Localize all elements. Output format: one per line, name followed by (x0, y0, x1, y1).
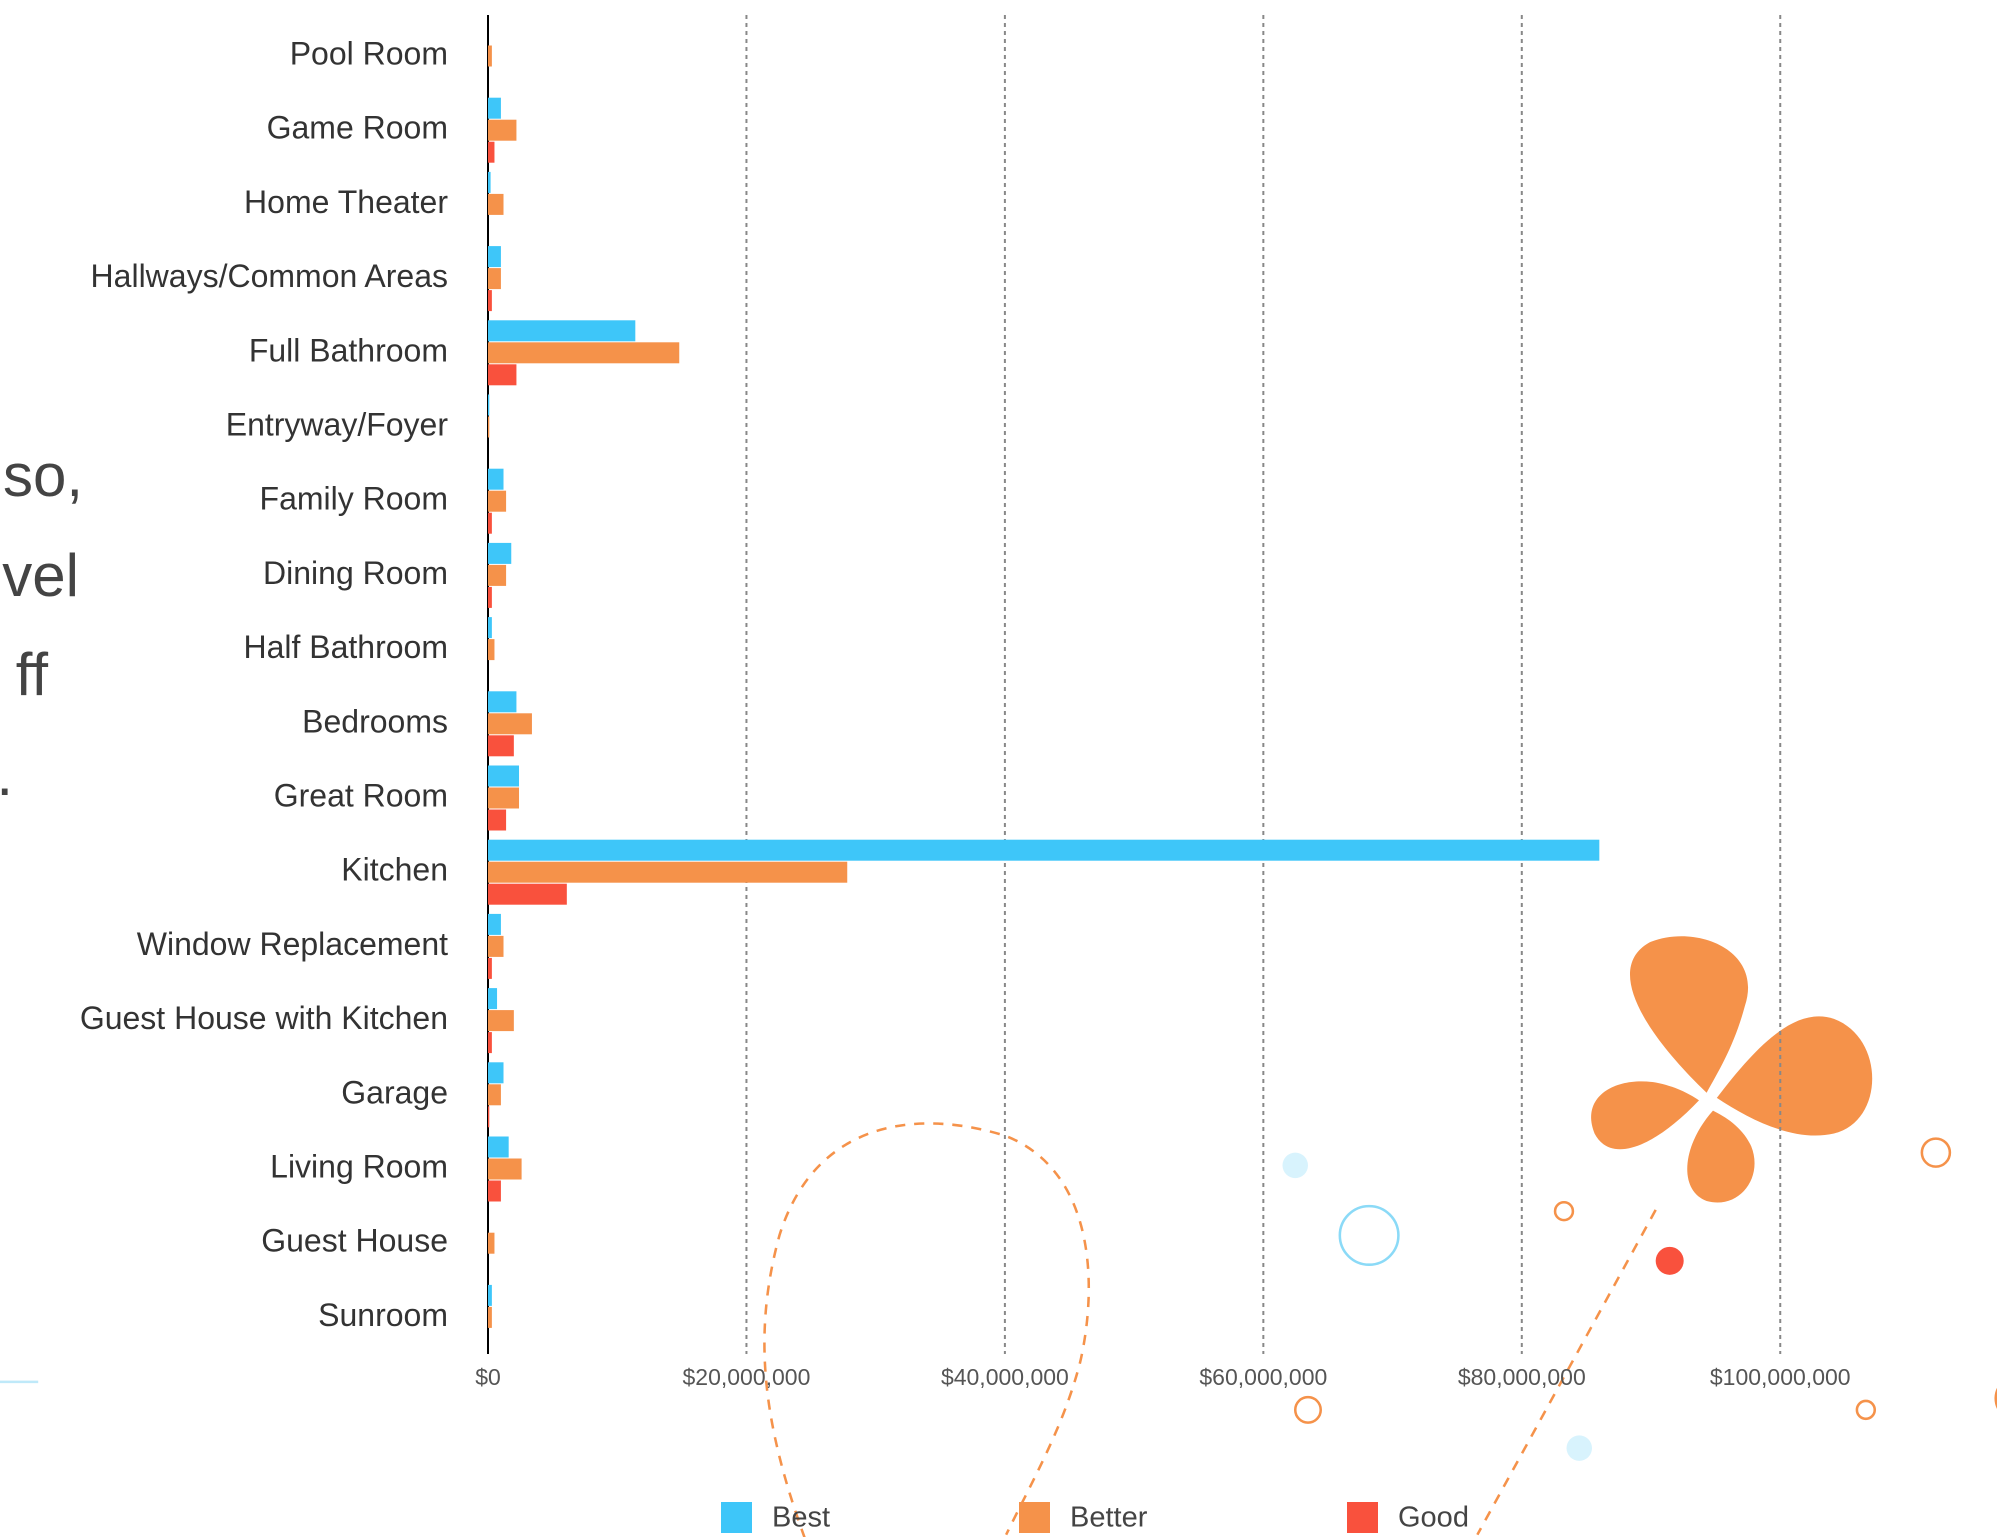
bar (488, 765, 520, 787)
decor-dash (1476, 1209, 1657, 1536)
bar (488, 935, 504, 957)
legend-swatch (1019, 1502, 1050, 1533)
bar (488, 1232, 495, 1254)
decor-ring (1553, 1201, 1575, 1222)
legend-swatch (721, 1502, 752, 1533)
decor-ring (1994, 1387, 1997, 1409)
bar (488, 564, 507, 586)
category-label: Great Room (274, 777, 448, 813)
decor-curve (763, 1122, 1091, 1537)
category-label: Game Room (267, 110, 448, 146)
background-text: ff (16, 641, 49, 708)
bar (488, 1180, 501, 1202)
category-label: Living Room (270, 1148, 448, 1184)
decor-ring (1855, 1399, 1877, 1421)
bar (488, 617, 492, 639)
legend-label: Best (772, 1502, 830, 1534)
bar (488, 988, 498, 1010)
bar (488, 1136, 509, 1158)
bar (488, 512, 492, 534)
bar (488, 713, 532, 735)
bar (488, 1306, 492, 1328)
category-label: Hallways/Common Areas (91, 258, 448, 294)
decor-dot (1655, 1246, 1684, 1275)
background-text: . (0, 741, 13, 808)
bar (488, 586, 492, 608)
category-label: Garage (341, 1074, 448, 1110)
bar (488, 1032, 492, 1054)
bar (488, 1010, 514, 1032)
category-label: Pool Room (290, 35, 448, 71)
bar (488, 141, 495, 163)
x-tick-label: $0 (475, 1364, 501, 1390)
bar (488, 490, 507, 512)
bar (488, 246, 501, 268)
category-label: Kitchen (341, 852, 448, 888)
category-label: Guest House with Kitchen (80, 1000, 448, 1036)
background-text: lso, (0, 442, 83, 509)
bar (488, 45, 492, 67)
bar (488, 639, 495, 661)
bar (488, 957, 492, 979)
x-tick-label: $40,000,000 (941, 1364, 1069, 1390)
bar (488, 394, 490, 416)
bar (488, 468, 504, 490)
decor-dot (1566, 1435, 1592, 1461)
legend-label: Good (1398, 1502, 1469, 1534)
category-label: Dining Room (263, 555, 448, 591)
decor-dot (1282, 1152, 1308, 1179)
decor-ring (1338, 1204, 1400, 1266)
decor-ring (1920, 1137, 1952, 1168)
bar (488, 735, 514, 757)
category-label: Full Bathroom (249, 332, 448, 368)
bar (488, 119, 517, 141)
bar (488, 809, 507, 831)
bar (488, 290, 492, 312)
bar (488, 1084, 501, 1106)
legend-swatch (1347, 1502, 1378, 1533)
category-label: Sunroom (318, 1297, 448, 1333)
bar (488, 542, 512, 564)
category-label: Half Bathroom (243, 629, 448, 665)
x-tick-label: $80,000,000 (1458, 1364, 1586, 1390)
x-tick-label: $20,000,000 (682, 1364, 810, 1390)
category-label: Home Theater (244, 184, 448, 220)
bar (488, 1158, 522, 1180)
bar (488, 691, 517, 713)
decor-ring (1293, 1395, 1322, 1424)
bar (488, 171, 491, 193)
x-tick-label: $60,000,000 (1199, 1364, 1327, 1390)
bar (488, 342, 680, 364)
bar (488, 416, 490, 438)
bar (488, 364, 517, 386)
bar (488, 787, 520, 809)
background-text: vel (2, 542, 79, 609)
x-tick-label: $100,000,000 (1710, 1364, 1851, 1390)
category-label: Window Replacement (137, 926, 448, 962)
butterfly (1591, 936, 1873, 1203)
category-label: Family Room (260, 481, 448, 517)
bar (488, 193, 504, 215)
category-label: Entryway/Foyer (226, 406, 449, 442)
bar (488, 861, 848, 883)
bar (488, 883, 567, 905)
bar (488, 1106, 490, 1128)
bar (488, 1062, 504, 1084)
bar (488, 839, 1600, 861)
bar (488, 913, 501, 935)
category-label: Guest House (261, 1223, 448, 1259)
bar (488, 97, 501, 119)
decorations (0, 936, 1997, 1537)
category-label: Bedrooms (302, 703, 448, 739)
bar (488, 320, 636, 342)
legend-label: Better (1070, 1502, 1148, 1534)
bar (488, 1284, 492, 1306)
bar (488, 268, 501, 290)
